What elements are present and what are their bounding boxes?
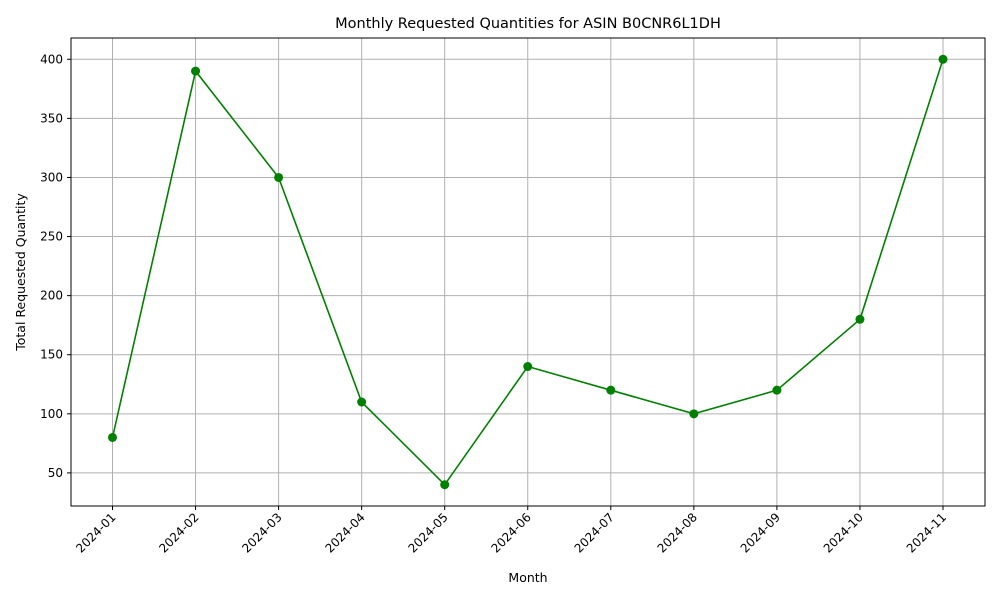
x-tick-label: 2024-08: [655, 510, 700, 555]
y-tick-label: 100: [40, 407, 63, 421]
y-tick-label: 350: [40, 111, 63, 125]
y-tick-label: 150: [40, 348, 63, 362]
data-point-2024-11: [938, 54, 948, 64]
data-point-2024-03: [274, 172, 284, 182]
data-point-2024-01: [108, 432, 117, 442]
data-point-2024-05: [440, 480, 450, 490]
y-axis-label: Total Requested Quantity: [13, 193, 28, 352]
data-series: [108, 54, 948, 490]
y-tick-label: 400: [40, 52, 63, 66]
x-tick-label: 2024-10: [821, 510, 866, 555]
grid-lines: [71, 38, 985, 506]
x-tick-label: 2024-11: [904, 510, 949, 555]
y-tick-label: 250: [40, 230, 63, 244]
x-tick-label: 2024-09: [738, 510, 783, 555]
x-tick-label: 2024-07: [572, 510, 617, 555]
data-point-2024-10: [855, 314, 865, 324]
y-tick-label: 300: [40, 170, 63, 184]
x-tick-label: 2024-05: [405, 510, 450, 555]
x-tick-label: 2024-03: [239, 510, 284, 555]
data-point-2024-02: [191, 66, 201, 76]
y-tick-label: 50: [48, 466, 63, 480]
x-tick-label: 2024-06: [489, 510, 534, 555]
axis-ticks: 50 100 150 200 250 300 350 400 2024-01 2024-02 202…: [40, 52, 949, 555]
x-tick-label: 2024-02: [156, 510, 201, 555]
data-point-2024-06: [523, 362, 533, 372]
data-point-2024-08: [689, 409, 699, 419]
chart-title: Monthly Requested Quantities for ASIN B0…: [335, 16, 721, 32]
data-point-2024-04: [357, 397, 367, 407]
x-tick-label: 2024-04: [322, 510, 367, 555]
x-axis-label: Month: [508, 570, 547, 585]
y-tick-label: 200: [40, 289, 63, 303]
data-point-2024-07: [606, 385, 616, 395]
data-point-2024-09: [772, 385, 782, 395]
x-tick-label: 2024-01: [73, 510, 118, 555]
